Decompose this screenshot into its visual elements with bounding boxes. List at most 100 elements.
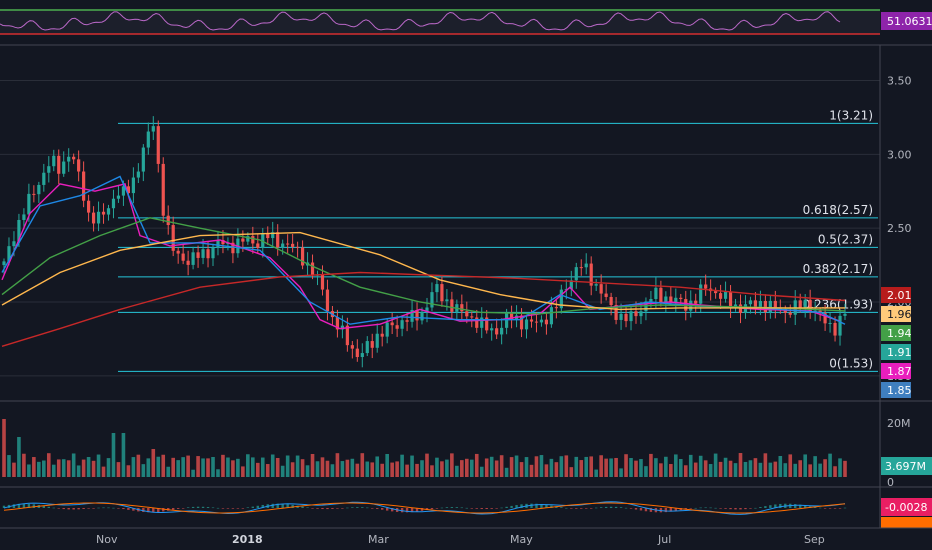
candle-body bbox=[594, 284, 598, 286]
volume-bar bbox=[111, 433, 116, 477]
volume-bar bbox=[455, 465, 459, 477]
candle-body bbox=[460, 304, 464, 312]
candle-body bbox=[385, 322, 389, 337]
macd-histogram-bar bbox=[27, 503, 31, 508]
volume-bar bbox=[181, 457, 185, 477]
macd-histogram-bar bbox=[505, 506, 508, 508]
candle-body bbox=[370, 341, 374, 348]
volume-bar bbox=[27, 464, 31, 477]
volume-bar bbox=[71, 453, 76, 477]
macd-histogram-bar bbox=[639, 508, 643, 511]
volume-bar bbox=[51, 464, 56, 477]
volume-pane: 20M 0 3.697M bbox=[2, 417, 932, 489]
candle-body bbox=[833, 322, 837, 336]
macd-histogram-bar bbox=[191, 506, 195, 508]
volume-bar bbox=[17, 437, 21, 477]
candle-body bbox=[524, 319, 529, 330]
candle-body bbox=[549, 307, 553, 325]
rsi-pane: 51.0631 bbox=[0, 9, 932, 35]
price-badge bbox=[881, 382, 911, 398]
candle-body bbox=[161, 163, 165, 216]
volume-bar bbox=[61, 459, 66, 477]
candle-body bbox=[186, 260, 190, 265]
volume-bar bbox=[474, 453, 479, 477]
volume-bar bbox=[624, 454, 628, 477]
candle-body bbox=[57, 155, 61, 174]
macd-histogram-bar bbox=[87, 508, 90, 509]
candle-body bbox=[798, 300, 802, 308]
price-badge bbox=[881, 363, 911, 379]
volume-bar bbox=[121, 433, 126, 477]
candle-body bbox=[246, 236, 250, 242]
macd-histogram-bar bbox=[231, 508, 235, 509]
candle-body bbox=[470, 316, 474, 318]
macd-histogram-bar bbox=[828, 508, 832, 509]
volume-bar bbox=[241, 466, 245, 477]
candle-body bbox=[211, 247, 215, 259]
macd-histogram-bar bbox=[186, 507, 190, 508]
macd-histogram-bar bbox=[12, 504, 16, 508]
volume-bar bbox=[136, 454, 141, 477]
volume-bar bbox=[654, 458, 658, 477]
x-tick-nov: Nov bbox=[96, 533, 118, 546]
macd-histogram-bar bbox=[769, 505, 772, 508]
time-axis[interactable]: Nov 2018 Mar May Jul Sep bbox=[96, 533, 825, 546]
candle-body bbox=[405, 320, 409, 322]
volume-bar bbox=[803, 454, 807, 477]
candle-body bbox=[629, 311, 633, 322]
volume-bar bbox=[221, 454, 225, 477]
candle-body bbox=[718, 293, 723, 299]
macd-histogram-bar bbox=[674, 508, 678, 511]
candle-body bbox=[445, 299, 449, 302]
volume-bar bbox=[450, 453, 454, 477]
volume-bar bbox=[619, 468, 623, 477]
volume-bar bbox=[325, 460, 330, 477]
volume-bar bbox=[196, 456, 200, 477]
candle-body bbox=[126, 186, 131, 194]
x-tick-2018: 2018 bbox=[232, 533, 263, 546]
candle-body bbox=[639, 311, 643, 317]
candle-body bbox=[654, 287, 658, 299]
candle-body bbox=[624, 313, 628, 322]
candle-body bbox=[360, 353, 364, 358]
candle-body bbox=[509, 313, 514, 320]
volume-bar bbox=[440, 461, 444, 477]
macd-histogram-bar bbox=[604, 506, 608, 508]
volume-bar bbox=[255, 462, 260, 477]
candle-body bbox=[704, 284, 708, 289]
volume-bar bbox=[7, 455, 11, 477]
volume-bar bbox=[728, 460, 733, 477]
macd-histogram-bar bbox=[236, 508, 240, 509]
volume-bar bbox=[2, 419, 6, 477]
macd-histogram-bar bbox=[480, 508, 483, 509]
volume-bar bbox=[793, 463, 798, 477]
macd-histogram-bar bbox=[649, 508, 653, 512]
rsi-value-badge bbox=[881, 12, 932, 30]
macd-histogram-bar bbox=[390, 508, 394, 512]
candle-body bbox=[37, 184, 41, 195]
macd-value-label: -0.0028 bbox=[885, 501, 927, 514]
macd-histogram-bar bbox=[540, 504, 543, 508]
x-tick-may: May bbox=[510, 533, 533, 546]
macd-histogram-bar bbox=[565, 507, 568, 509]
candle-body bbox=[325, 289, 330, 312]
volume-bar bbox=[669, 464, 673, 477]
volume-bar bbox=[56, 459, 61, 477]
volume-bar bbox=[823, 459, 827, 477]
macd-histogram-bar bbox=[749, 508, 752, 509]
macd-histogram-bar bbox=[216, 507, 220, 509]
macd-histogram-bar bbox=[72, 508, 75, 510]
candle-body bbox=[111, 198, 116, 209]
macd-histogram-bar bbox=[201, 506, 205, 508]
macd-histogram-bar bbox=[510, 505, 513, 508]
volume-bar bbox=[141, 464, 146, 477]
macd-histogram-bar bbox=[609, 506, 613, 508]
fib-level-label: 0(1.53) bbox=[829, 356, 873, 370]
candle-body bbox=[310, 262, 315, 276]
volume-bar bbox=[360, 453, 365, 477]
macd-histogram-bar bbox=[142, 508, 145, 512]
price-tick-label: 3.00 bbox=[887, 148, 912, 161]
candle-body bbox=[181, 253, 185, 261]
candle-body bbox=[674, 297, 678, 303]
